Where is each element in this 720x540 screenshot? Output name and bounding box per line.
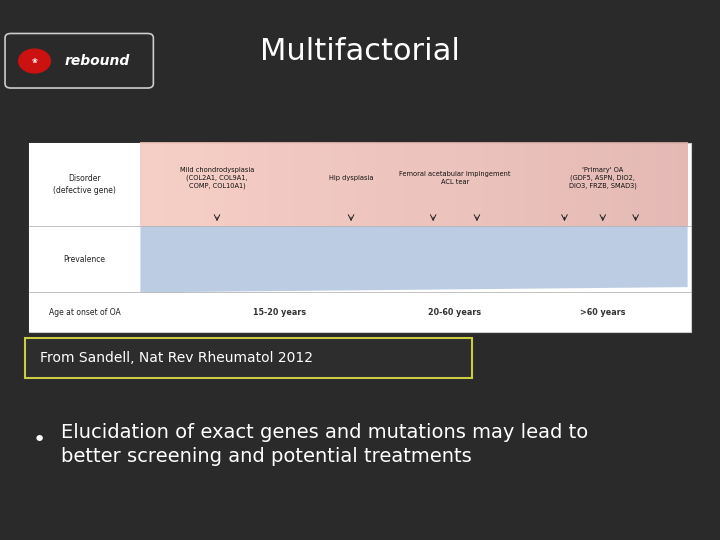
FancyBboxPatch shape	[29, 143, 140, 332]
Text: Age at onset of OA: Age at onset of OA	[49, 308, 120, 317]
Text: Mild chondrodysplasia
(COL2A1, COL9A1,
COMP, COL10A1): Mild chondrodysplasia (COL2A1, COL9A1, C…	[180, 167, 254, 189]
Polygon shape	[140, 226, 688, 293]
Text: Femoral acetabular impingement
ACL tear: Femoral acetabular impingement ACL tear	[400, 172, 510, 185]
Text: Hip dysplasia: Hip dysplasia	[329, 175, 374, 181]
Text: rebound: rebound	[65, 54, 130, 68]
Text: Elucidation of exact genes and mutations may lead to: Elucidation of exact genes and mutations…	[61, 422, 588, 442]
Text: ❀: ❀	[32, 58, 37, 64]
FancyBboxPatch shape	[25, 338, 472, 378]
Text: 20-60 years: 20-60 years	[428, 308, 482, 317]
Text: Disorder
(defective gene): Disorder (defective gene)	[53, 174, 116, 195]
Text: Multifactorial: Multifactorial	[260, 37, 460, 66]
FancyBboxPatch shape	[29, 143, 691, 332]
Text: 15-20 years: 15-20 years	[253, 308, 307, 317]
Circle shape	[19, 49, 50, 73]
Text: From Sandell, Nat Rev Rheumatol 2012: From Sandell, Nat Rev Rheumatol 2012	[40, 351, 312, 364]
Text: >60 years: >60 years	[580, 308, 626, 317]
Text: •: •	[33, 430, 46, 450]
Text: Prevalence: Prevalence	[63, 255, 106, 264]
Text: 'Primary' OA
(GDF5, ASPN, DIO2,
DIO3, FRZB, SMAD3): 'Primary' OA (GDF5, ASPN, DIO2, DIO3, FR…	[569, 167, 636, 189]
Text: better screening and potential treatments: better screening and potential treatment…	[61, 447, 472, 466]
FancyBboxPatch shape	[140, 293, 688, 332]
